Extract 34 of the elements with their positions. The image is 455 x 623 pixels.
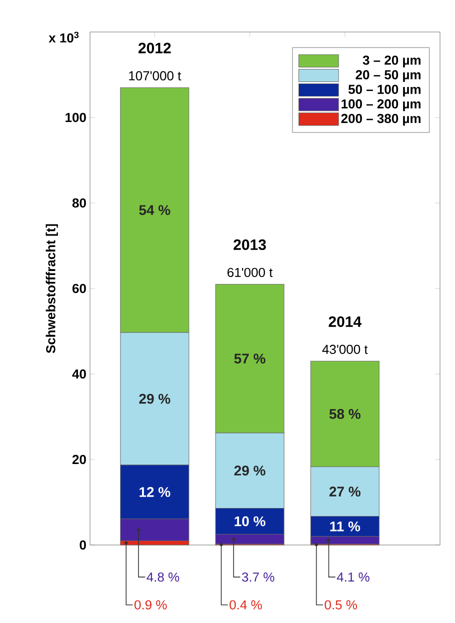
y-tick-label: 100 — [66, 112, 86, 122]
y-tick-label: 40 — [72, 369, 86, 379]
y-tick-label: 80 — [72, 198, 86, 208]
total-label: 61'000 t — [228, 268, 273, 278]
y-tick-label: 20 — [72, 454, 86, 464]
x-tick-label: 2014 — [328, 316, 362, 327]
text: 0.5 % — [324, 600, 357, 610]
total-label: 43'000 t — [322, 344, 368, 354]
text: 0.4 % — [230, 600, 262, 610]
annotation: 29 % — [139, 394, 170, 404]
text: x 10$^{3}$ — [48, 32, 79, 43]
annotation: 57 % — [234, 354, 266, 364]
x-tick-label: 2012 — [138, 42, 171, 54]
annotation: 27 % — [329, 486, 360, 497]
x-tick-label: 2013 — [234, 239, 266, 250]
text: 0.9 % — [134, 600, 167, 610]
annotation: 10 % — [234, 516, 266, 526]
legend-label: 3 – 20 µm — [362, 56, 420, 68]
annotation: 29 % — [234, 466, 266, 476]
y-axis-title: Schwebstofffracht [t] — [46, 224, 58, 354]
legend-label: 100 – 200 µm — [342, 99, 420, 112]
annotation: 58 % — [329, 409, 360, 419]
y-tick-label: 0 — [80, 540, 86, 550]
total-label: 107'000 t — [129, 71, 182, 80]
text: 4.8 % — [146, 572, 180, 582]
legend-label: 20 – 50 µm — [356, 70, 420, 82]
text: 4.1 % — [336, 572, 370, 582]
legend-label: 200 – 380 µm — [341, 114, 420, 126]
annotation: 11 % — [330, 521, 360, 532]
annotation: 12 % — [140, 487, 170, 497]
y-tick-label: 60 — [72, 284, 86, 294]
annotation: 54 % — [139, 205, 170, 215]
legend-label: 50 – 100 µm — [348, 84, 420, 97]
text: 3.7 % — [242, 572, 274, 582]
